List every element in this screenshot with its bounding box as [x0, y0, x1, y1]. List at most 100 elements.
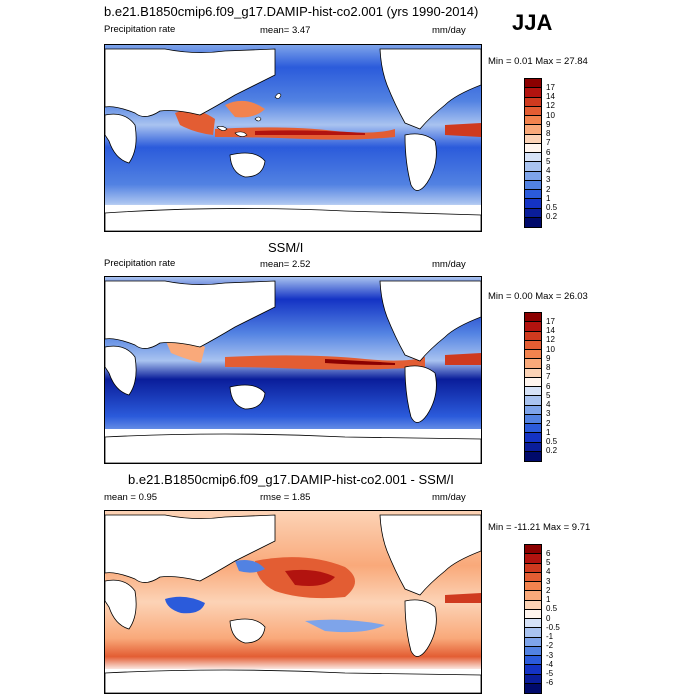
colorbar-tick-label: -0.5: [546, 623, 560, 632]
colorbar-swatch: [525, 331, 541, 341]
panel-3-minmax-label: Min = -11.21 Max = 9.71: [488, 522, 591, 533]
panel-2-variable-label: Precipitation rate: [104, 258, 176, 269]
colorbar-tick-label: 17: [546, 317, 555, 326]
colorbar-tick-label: 2: [546, 185, 551, 194]
colorbar-tick-label: 9: [546, 354, 551, 363]
colorbar-swatch: [525, 340, 541, 350]
colorbar-tick-label: -6: [546, 678, 554, 687]
colorbar-tick-label: 4: [546, 400, 551, 409]
colorbar-tick-label: 3: [546, 577, 551, 586]
colorbar-swatch: [525, 377, 541, 387]
colorbar-tick-label: 0.5: [546, 437, 558, 446]
colorbar-tick-label: 7: [546, 372, 551, 381]
colorbar-swatch: [525, 79, 541, 89]
colorbar-swatch: [525, 350, 541, 360]
colorbar-swatch: [525, 628, 541, 638]
panel-3-mean-label: mean = 0.95: [104, 492, 158, 503]
panel-1-minmax-label: Min = 0.01 Max = 27.84: [488, 56, 588, 67]
colorbar-swatch: [525, 554, 541, 564]
colorbar-tick-label: 9: [546, 120, 551, 129]
colorbar-swatch: [525, 134, 541, 144]
panel-3-colorbar: [524, 544, 542, 694]
colorbar-tick-label: 6: [546, 382, 551, 391]
colorbar-swatch: [525, 674, 541, 684]
colorbar-tick-label: 2: [546, 586, 551, 595]
colorbar-swatch: [525, 591, 541, 601]
colorbar-swatch: [525, 572, 541, 582]
colorbar-tick-label: -5: [546, 669, 554, 678]
colorbar-tick-label: -4: [546, 660, 554, 669]
colorbar-tick-label: 1: [546, 194, 551, 203]
colorbar-tick-label: 6: [546, 549, 551, 558]
colorbar-tick-label: 14: [546, 92, 555, 101]
colorbar-tick-label: 17: [546, 83, 555, 92]
colorbar-swatch: [525, 646, 541, 656]
colorbar-swatch: [525, 171, 541, 181]
colorbar-swatch: [525, 359, 541, 369]
colorbar-swatch: [525, 405, 541, 415]
panel-3-title: b.e21.B1850cmip6.f09_g17.DAMIP-hist-co2.…: [128, 472, 454, 487]
panel-3-map: [104, 510, 482, 694]
panel-3-rmse-label: rmse = 1.85: [260, 492, 311, 503]
colorbar-tick-label: 12: [546, 335, 555, 344]
colorbar-swatch: [525, 190, 541, 200]
colorbar-tick-label: 4: [546, 166, 551, 175]
colorbar-tick-label: 2: [546, 419, 551, 428]
colorbar-swatch: [525, 106, 541, 116]
colorbar-swatch: [525, 143, 541, 153]
panel-1-colorbar: [524, 78, 542, 228]
panel-3-map-graphic: [105, 511, 481, 693]
panel-1-variable-label: Precipitation rate: [104, 24, 176, 35]
colorbar-tick-label: 0.5: [546, 604, 558, 613]
colorbar-swatch: [525, 162, 541, 172]
colorbar-tick-label: 5: [546, 558, 551, 567]
colorbar-tick-label: 5: [546, 391, 551, 400]
colorbar-swatch: [525, 153, 541, 163]
colorbar-tick-label: 10: [546, 345, 555, 354]
panel-1-map-graphic: [105, 45, 481, 231]
colorbar-tick-label: 0.2: [546, 446, 558, 455]
colorbar-swatch: [525, 609, 541, 619]
panel-1-units-label: mm/day: [432, 25, 466, 36]
colorbar-tick-label: 6: [546, 148, 551, 157]
panel-2-map-graphic: [105, 277, 481, 463]
colorbar-swatch: [525, 97, 541, 107]
colorbar-swatch: [525, 208, 541, 218]
colorbar-tick-label: 3: [546, 175, 551, 184]
panel-2-mean-label: mean= 2.52: [260, 259, 311, 270]
colorbar-tick-label: 3: [546, 409, 551, 418]
colorbar-swatch: [525, 414, 541, 424]
colorbar-tick-label: 10: [546, 111, 555, 120]
colorbar-tick-label: 14: [546, 326, 555, 335]
colorbar-swatch: [525, 322, 541, 332]
panel-1-map: [104, 44, 482, 232]
colorbar-tick-label: 12: [546, 101, 555, 110]
colorbar-tick-label: 0.5: [546, 203, 558, 212]
season-label: JJA: [512, 10, 553, 35]
colorbar-tick-label: 8: [546, 363, 551, 372]
colorbar-swatch: [525, 88, 541, 98]
panel-2-minmax-label: Min = 0.00 Max = 26.03: [488, 291, 588, 302]
colorbar-swatch: [525, 563, 541, 573]
colorbar-tick-label: 7: [546, 138, 551, 147]
panel-2-colorbar: [524, 312, 542, 462]
colorbar-swatch: [525, 396, 541, 406]
colorbar-swatch: [525, 600, 541, 610]
colorbar-swatch: [525, 451, 541, 461]
colorbar-swatch: [525, 368, 541, 378]
colorbar-swatch: [525, 582, 541, 592]
colorbar-swatch: [525, 125, 541, 135]
panel-1-title: b.e21.B1850cmip6.f09_g17.DAMIP-hist-co2.…: [104, 4, 479, 19]
colorbar-swatch: [525, 442, 541, 452]
colorbar-swatch: [525, 433, 541, 443]
colorbar-tick-label: 1: [546, 595, 551, 604]
panel-3-units-label: mm/day: [432, 492, 466, 503]
panel-2-map: [104, 276, 482, 464]
colorbar-tick-label: 0.2: [546, 212, 558, 221]
colorbar-tick-label: -1: [546, 632, 554, 641]
colorbar-swatch: [525, 217, 541, 227]
colorbar-tick-label: 0: [546, 614, 551, 623]
colorbar-swatch: [525, 619, 541, 629]
colorbar-swatch: [525, 656, 541, 666]
colorbar-swatch: [525, 387, 541, 397]
